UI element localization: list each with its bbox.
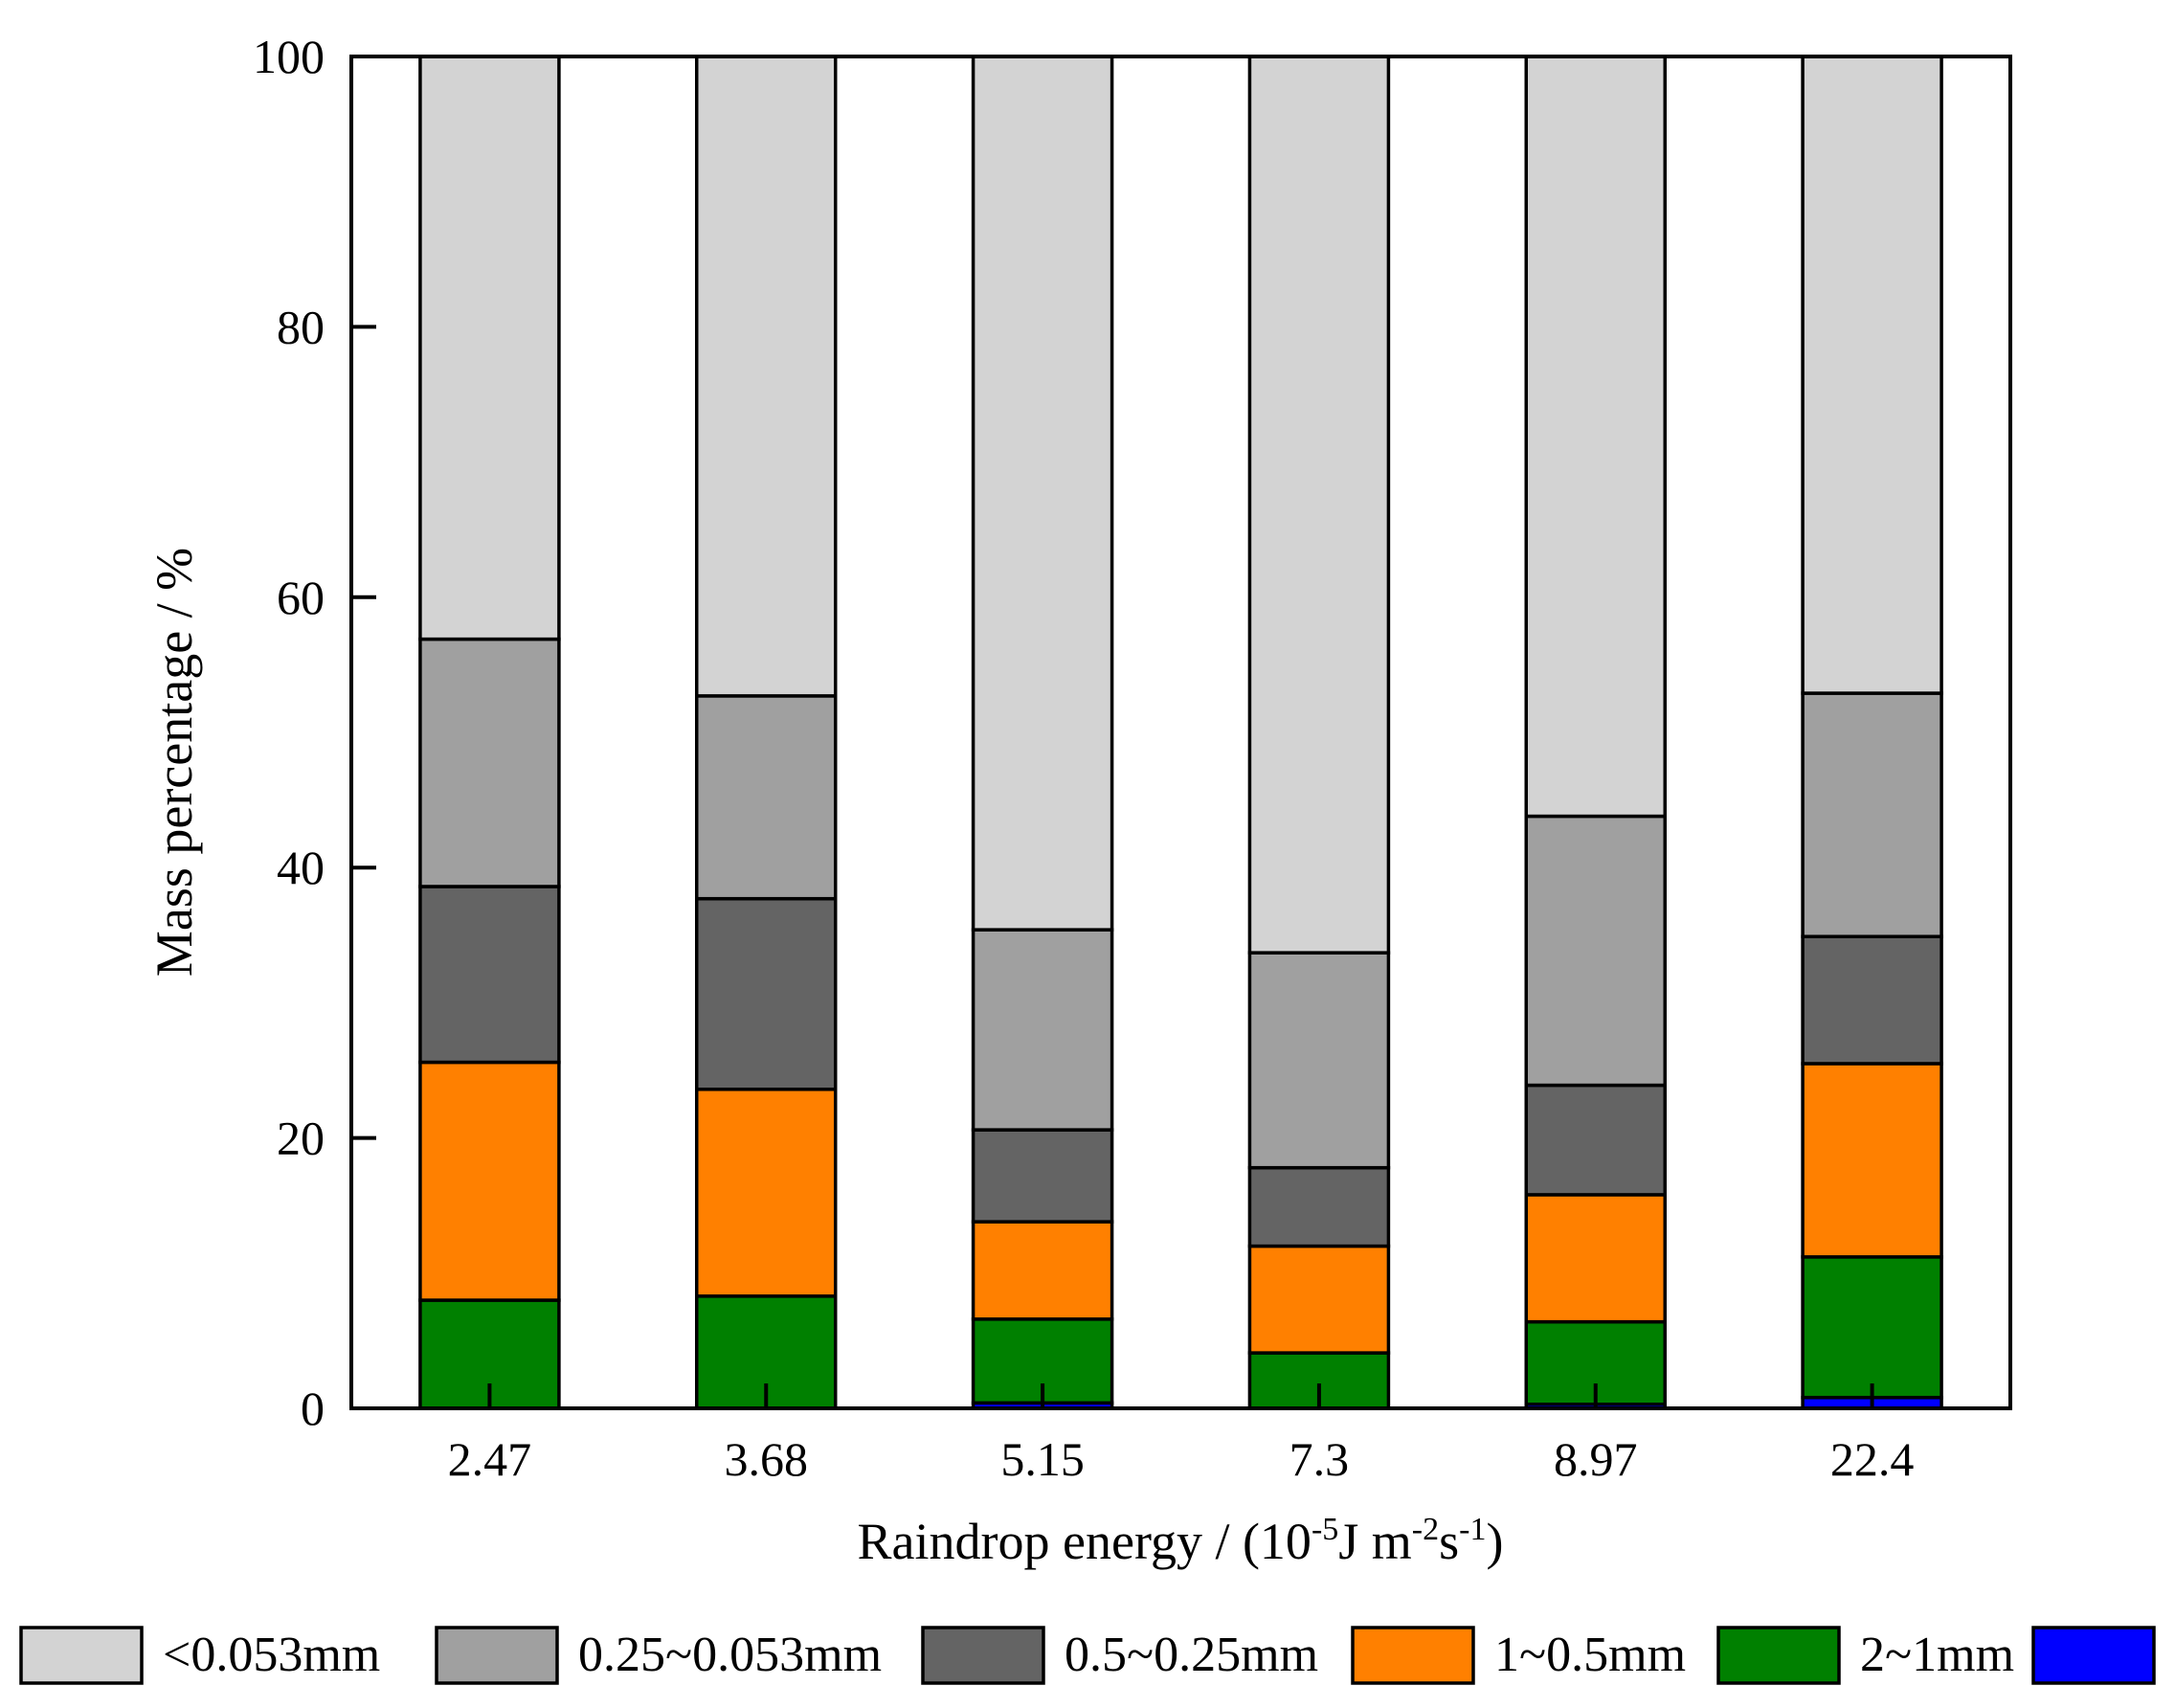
- y-tick-label: 0: [301, 1382, 325, 1435]
- bar-segment: [695, 1088, 838, 1298]
- bar-segment: [1801, 934, 1943, 1066]
- legend-label: 0.5~0.25mm: [1065, 1628, 1318, 1682]
- bars-group: [418, 55, 1943, 1410]
- bar-segment: [1524, 1083, 1667, 1197]
- bar-segment: [695, 896, 838, 1091]
- legend: <0.053mm 0.25~0.053mm 0.5~0.25mm 1~0.5mm 2~1…: [19, 1626, 2156, 1685]
- x-tick-labels: 2.47 3.68 5.15 7.3 8.97 22.4: [448, 1432, 1915, 1486]
- bar-segment: [1247, 951, 1391, 1170]
- y-axis-title: Mass percentage / %: [146, 548, 203, 977]
- x-tick-label: 3.68: [725, 1432, 809, 1486]
- legend-label: 0.25~0.053mm: [578, 1628, 882, 1682]
- y-tick-label: 100: [253, 30, 325, 83]
- x-axis-title-sup: -2: [1412, 1512, 1439, 1547]
- x-axis-title-part: J m: [1338, 1513, 1412, 1570]
- bar-segment: [1801, 1062, 1943, 1259]
- bar-segment: [1247, 1165, 1391, 1248]
- legend-swatch: [2031, 1626, 2156, 1685]
- bar-segment: [1524, 814, 1667, 1088]
- bar-segment: [971, 1220, 1114, 1321]
- legend-swatch: [19, 1626, 144, 1685]
- x-axis-title-part: ): [1486, 1513, 1503, 1570]
- legend-label: 2~1mm: [1860, 1628, 2014, 1682]
- bar-segment: [418, 1060, 561, 1302]
- x-tick-label: 8.97: [1554, 1432, 1638, 1486]
- y-tick-label: 20: [277, 1112, 325, 1165]
- x-tick-label: 2.47: [448, 1432, 532, 1486]
- bar-segment: [695, 694, 838, 901]
- bar-segment: [1524, 1193, 1667, 1324]
- y-tick-labels: 0 20 40 60 80 100: [253, 30, 325, 1435]
- x-axis-title-part: s: [1439, 1513, 1459, 1570]
- x-axis-title-sup: -5: [1312, 1512, 1338, 1547]
- bar-segment: [1247, 55, 1391, 955]
- bar-segment: [418, 885, 561, 1065]
- bar-segment: [418, 637, 561, 888]
- bar-segment: [1247, 1244, 1391, 1355]
- x-tick-label: 7.3: [1289, 1432, 1350, 1486]
- plot-frame: [349, 55, 2012, 1410]
- bar-segment: [1524, 55, 1667, 819]
- bar-segment: [971, 928, 1114, 1132]
- x-axis-title-part: Raindrop energy / (10: [858, 1513, 1312, 1570]
- legend-swatch: [435, 1626, 559, 1685]
- x-axis-title: Raindrop energy / (10-5J m-2s-1): [858, 1512, 1504, 1570]
- legend-swatch: [1351, 1626, 1475, 1685]
- bar-segment: [1801, 1255, 1943, 1400]
- bar-segment: [1801, 691, 1943, 938]
- legend-label: 1~0.5mm: [1494, 1628, 1686, 1682]
- legend-swatch: [921, 1626, 1045, 1685]
- bar-segment: [1801, 55, 1943, 695]
- legend-label: <0.053mm: [163, 1628, 380, 1682]
- x-tick-label: 22.4: [1830, 1432, 1915, 1486]
- bar-segment: [971, 55, 1114, 932]
- bar-segment: [418, 55, 561, 641]
- x-axis-title-sup: -1: [1459, 1512, 1486, 1547]
- bar-segment: [695, 55, 838, 698]
- y-tick-label: 80: [277, 300, 325, 353]
- x-tick-label: 5.15: [1000, 1432, 1085, 1486]
- legend-swatch: [1716, 1626, 1841, 1685]
- y-tick-label: 40: [277, 841, 325, 894]
- y-tick-label: 60: [277, 571, 325, 624]
- bar-segment: [971, 1128, 1114, 1224]
